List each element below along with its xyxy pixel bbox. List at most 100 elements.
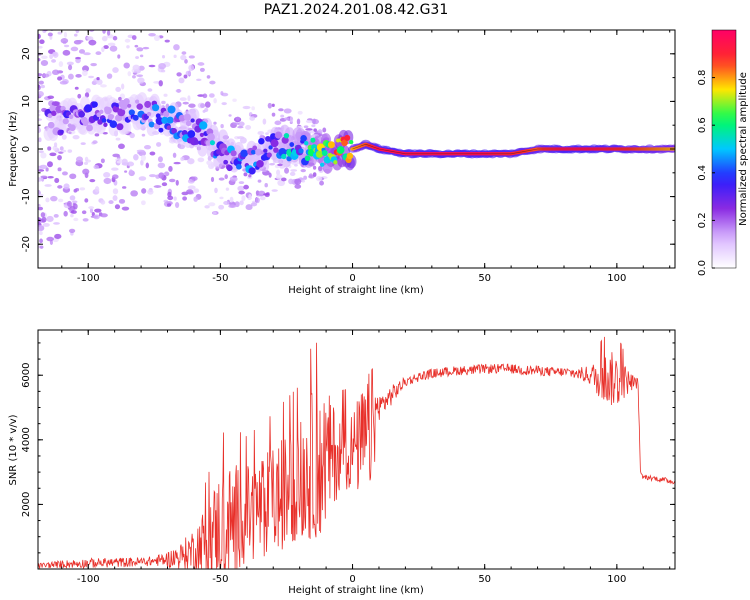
spectrogram-speckle [88,75,94,79]
spectrogram-speckle [66,61,74,66]
spectrogram-speckle [64,44,70,48]
spectrogram-speckle [94,21,99,25]
x-tick-label: 50 [478,273,491,284]
spectrogram-speckle [128,169,133,175]
spectrogram-speckle [242,105,251,110]
spectrogram-speckle [80,15,86,19]
spectrogram-speckle [95,51,102,56]
spectrogram-ridge-core [86,124,93,132]
spectrogram-speckle [276,169,281,176]
spectrogram-speckle [278,108,284,112]
spectrogram-speckle [180,156,185,161]
spectrogram-speckle [172,152,177,158]
spectrogram-speckle [84,92,90,98]
spectrogram-speckle [38,224,44,232]
spectrogram-speckle [39,231,43,236]
spectrogram-speckle [300,168,306,173]
spectrogram-speckle [38,113,41,117]
spectrogram-speckle [188,64,195,72]
spectrogram-speckle [112,188,119,195]
spectrogram-speckle [132,75,136,79]
spectrogram-ridge-core [199,132,204,138]
spectrogram-speckle [75,73,82,78]
spectrogram-speckle [248,193,252,200]
spectrogram-speckle [57,198,64,203]
spectrogram-speckle [147,189,154,195]
spectrogram-ridge-core [127,103,132,108]
spectrogram-speckle [94,208,102,213]
spectrogram-speckle [68,228,76,233]
spectrogram-speckle [132,64,140,71]
spectrogram-speckle [106,30,111,36]
spectrogram-speckle [42,73,50,78]
spectrogram-ridge-core [310,137,316,143]
spectrogram-speckle [185,70,192,76]
spectrogram-speckle [41,55,48,60]
spectrogram-speckle [315,175,323,182]
spectrogram-ridge-core [185,120,192,127]
spectrogram-speckle [111,167,117,171]
colorbar-tick-label: 0.2 [697,212,708,228]
spectrogram-speckle [202,109,206,113]
spectrogram-speckle [39,26,42,28]
spectrogram-speckle [40,175,48,179]
spectrogram-speckle [137,77,145,84]
spectrogram-speckle [62,49,71,56]
x-tick-label: 0 [349,574,355,585]
spectrogram-speckle [245,204,253,211]
spectrogram-speckle [229,176,238,182]
snr-y-label: SNR (10 * v/v) [8,414,19,485]
spectrogram-speckle [112,35,118,41]
spectrogram-speckle [49,53,54,60]
spectrogram-speckle [114,18,118,22]
spectrogram-speckle [241,195,246,202]
spectrogram-ridge-core [104,106,112,115]
spectrogram-speckle [204,205,210,209]
spectrogram-speckle [176,72,182,77]
spectrogram-speckle [101,46,105,53]
spectrogram-speckle [47,32,53,37]
spectrogram-speckle [164,39,170,43]
spectrogram-speckle [136,47,144,52]
spectrogram-speckle [237,185,245,192]
spectrogram-speckle [79,187,86,191]
spectrogram-speckle [45,197,50,203]
spectrogram-speckle [220,124,224,129]
spectrogram-speckle [196,78,202,82]
spectrogram-ridge-core [281,153,287,160]
spectrogram-ridge-core [49,105,56,112]
spectrogram-speckle [56,4,62,8]
spectrogram-speckle [57,154,62,161]
spectrogram-x-ticks: -100 -50 0 50 100 [61,30,671,284]
spectrogram-ridge-core [144,100,152,108]
spectrogram-speckle [102,30,106,34]
spectrogram-speckle [115,24,121,27]
spectrogram-speckle [130,17,138,20]
x-tick-label: -50 [212,273,228,284]
spectrogram-speckle [51,101,60,107]
spectrogram-speckle [63,183,70,190]
spectrogram-speckle [52,6,56,10]
spectrogram-ridge-core [263,148,268,153]
spectrogram-speckle [236,136,245,139]
spectrogram-ridge-core [146,111,152,117]
spectrogram-speckle [143,144,152,150]
spectrogram-speckle [262,118,267,125]
spectrogram-speckle [61,171,68,176]
spectrogram-speckle [109,17,116,23]
spectrogram-speckle [61,21,64,27]
spectrogram-speckle [178,77,185,84]
spectrogram-speckle [80,3,85,9]
spectrogram-ridge-core [123,98,130,105]
spectrogram-speckle [84,198,89,203]
spectrogram-speckle [167,195,174,201]
spectrogram-ridge-core [209,140,216,146]
spectrogram-speckle [93,214,100,220]
spectrogram-speckle [141,133,146,137]
spectrogram-speckle [121,206,130,211]
snr-frame [37,329,676,570]
spectrogram-speckle [53,213,59,218]
spectrogram-speckle [294,164,298,167]
spectrogram-ridge-core [335,138,341,143]
